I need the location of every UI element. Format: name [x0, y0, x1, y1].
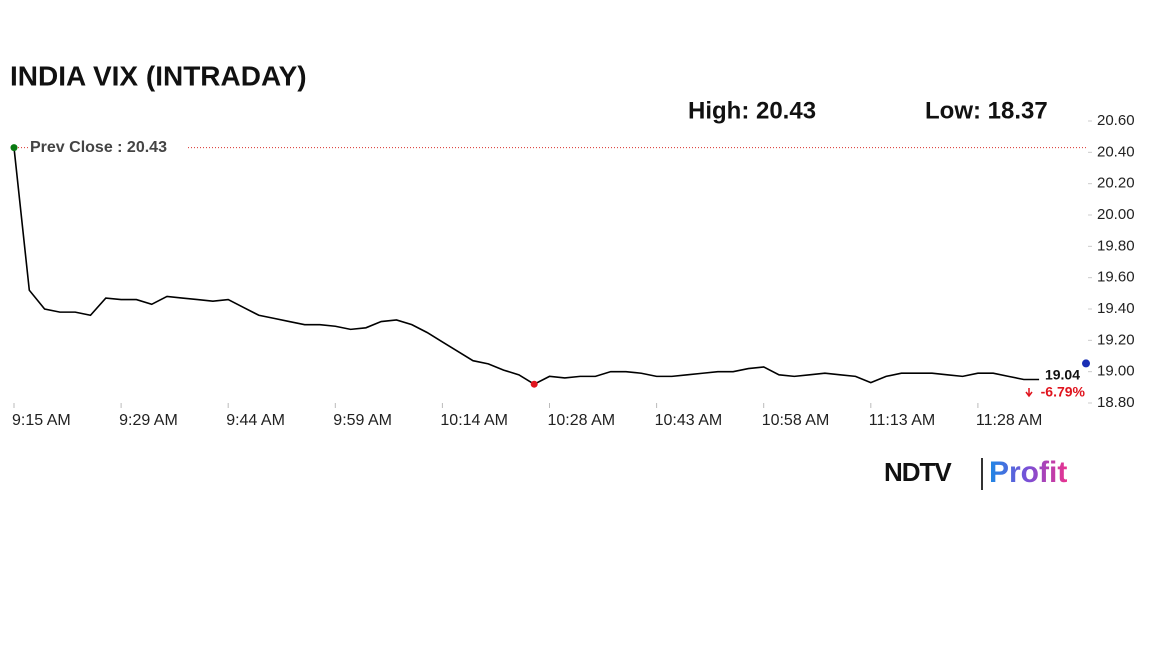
x-tick-label: 9:29 AM [119, 412, 178, 429]
y-tick-label: 19.80 [1097, 237, 1135, 254]
y-tick-label: 19.00 [1097, 363, 1135, 380]
logo-ndtv: NDTV [884, 457, 952, 487]
y-tick-label: 19.60 [1097, 269, 1135, 286]
low-marker [530, 380, 538, 388]
y-tick-label: 20.20 [1097, 175, 1135, 192]
x-tick-label: 10:28 AM [548, 412, 616, 429]
x-tick-label: 11:13 AM [869, 412, 935, 429]
x-tick-label: 10:14 AM [440, 412, 508, 429]
prev-close-label: Prev Close : 20.43 [30, 139, 167, 156]
current-value: 19.04 [1045, 367, 1080, 383]
y-tick-label: 20.40 [1097, 143, 1135, 160]
y-tick-label: 20.00 [1097, 206, 1135, 223]
y-tick-label: 18.80 [1097, 394, 1135, 411]
x-tick-label: 10:58 AM [762, 412, 830, 429]
y-tick-label: 19.20 [1097, 331, 1135, 348]
y-tick-label: 19.40 [1097, 300, 1135, 317]
x-tick-label: 11:28 AM [976, 412, 1042, 429]
x-tick-label: 10:43 AM [655, 412, 723, 429]
current-marker [1082, 359, 1090, 368]
chart-title: INDIA VIX (INTRADAY) [10, 60, 307, 91]
x-tick-label: 9:15 AM [12, 412, 71, 429]
low-label: Low: 18.37 [925, 97, 1048, 124]
start-marker [10, 144, 18, 152]
down-arrow [1025, 388, 1033, 398]
change-label: -6.79% [1041, 384, 1086, 400]
x-tick-label: 9:44 AM [226, 412, 285, 429]
y-tick-label: 20.60 [1097, 112, 1135, 129]
line [13, 147, 1040, 386]
logo-profit: Profit [989, 456, 1067, 489]
x-tick-label: 9:59 AM [333, 412, 392, 429]
high-label: High: 20.43 [688, 97, 816, 124]
